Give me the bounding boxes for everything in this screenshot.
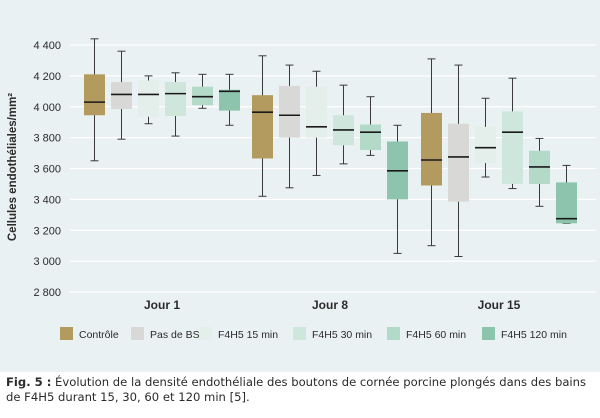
box-iqr	[448, 123, 469, 202]
legend-item: F4H5 15 min	[199, 327, 278, 341]
box-2-4	[529, 137, 550, 207]
box-0-3	[165, 72, 186, 137]
box-iqr	[306, 86, 327, 138]
legend-label: F4H5 60 min	[406, 329, 466, 341]
box-iqr	[556, 182, 577, 224]
legend-label: Contrôle	[79, 329, 119, 341]
box-0-1	[111, 50, 132, 140]
figure-caption: Fig. 5 : Évolution de la densité endothé…	[6, 375, 596, 405]
box-iqr	[279, 85, 300, 138]
box-iqr	[219, 89, 240, 111]
box-1-5	[387, 124, 408, 254]
y-tick-label: 4 200	[33, 71, 61, 83]
y-tick-label: 3 000	[33, 256, 61, 268]
box-2-5	[556, 164, 577, 224]
x-category-label: Jour 8	[312, 298, 348, 312]
box-1-4	[360, 96, 381, 156]
legend-swatch	[293, 327, 306, 340]
legend-item: F4H5 120 min	[482, 327, 567, 341]
box-0-5	[219, 73, 240, 126]
x-category-labels: Jour 1 Jour 8 Jour 15	[144, 298, 521, 312]
y-tick-label: 3 400	[33, 194, 61, 206]
chart-panel	[0, 0, 600, 372]
box-1-3	[333, 84, 354, 165]
y-tick-label: 3 800	[33, 133, 61, 145]
y-tick-labels: 2 800 3 000 3 200 3 400 3 600 3 800 4 000 4 200…	[33, 40, 61, 299]
box-iqr	[475, 126, 496, 164]
box-iqr	[252, 95, 273, 159]
box-iqr	[111, 82, 132, 110]
legend-label: F4H5 30 min	[312, 329, 372, 341]
box-0-0	[84, 38, 105, 162]
y-tick-label: 3 600	[33, 164, 61, 176]
boxes	[84, 38, 577, 257]
x-category-label: Jour 15	[478, 298, 521, 312]
legend: Contrôle Pas de BSS F4H5 15 min F4H5 30 min…	[60, 327, 567, 341]
box-2-1	[448, 64, 469, 257]
legend-label: F4H5 15 min	[218, 329, 278, 341]
legend-swatch	[60, 327, 73, 340]
legend-item: Contrôle	[60, 327, 119, 341]
box-2-3	[502, 77, 523, 190]
box-iqr	[138, 80, 159, 117]
y-tick-label: 4 000	[33, 102, 61, 114]
y-tick-label: 2 800	[33, 287, 61, 299]
legend-item: F4H5 60 min	[387, 327, 466, 341]
legend-item: F4H5 30 min	[293, 327, 372, 341]
box-iqr	[84, 74, 105, 116]
legend-swatch	[131, 327, 144, 340]
caption-text: Évolution de la densité endothéliale des…	[6, 375, 587, 404]
box-1-2	[306, 70, 327, 176]
box-iqr	[502, 111, 523, 184]
box-2-2	[475, 97, 496, 178]
legend-label: F4H5 120 min	[501, 329, 567, 341]
caption-label: Fig. 5 :	[6, 375, 52, 389]
box-1-0	[252, 55, 273, 197]
x-category-label: Jour 1	[144, 298, 180, 312]
box-iqr	[421, 112, 442, 186]
box-iqr	[360, 124, 381, 150]
y-tick-label: 3 200	[33, 225, 61, 237]
y-tick-label: 4 400	[33, 40, 61, 52]
legend-item: Pas de BSS	[131, 327, 207, 341]
legend-swatch	[199, 327, 212, 340]
legend-swatch	[387, 327, 400, 340]
box-0-4	[192, 73, 213, 109]
box-2-0	[421, 58, 442, 247]
boxplot-chart: 2 800 3 000 3 200 3 400 3 600 3 800 4 000 4 200…	[7, 38, 596, 341]
box-0-2	[138, 75, 159, 125]
box-1-1	[279, 64, 300, 189]
y-axis-label: Cellules endothéliales/mm²	[7, 93, 19, 241]
legend-label: Pas de BSS	[150, 329, 207, 341]
box-iqr	[165, 82, 186, 117]
legend-swatch	[482, 327, 495, 340]
